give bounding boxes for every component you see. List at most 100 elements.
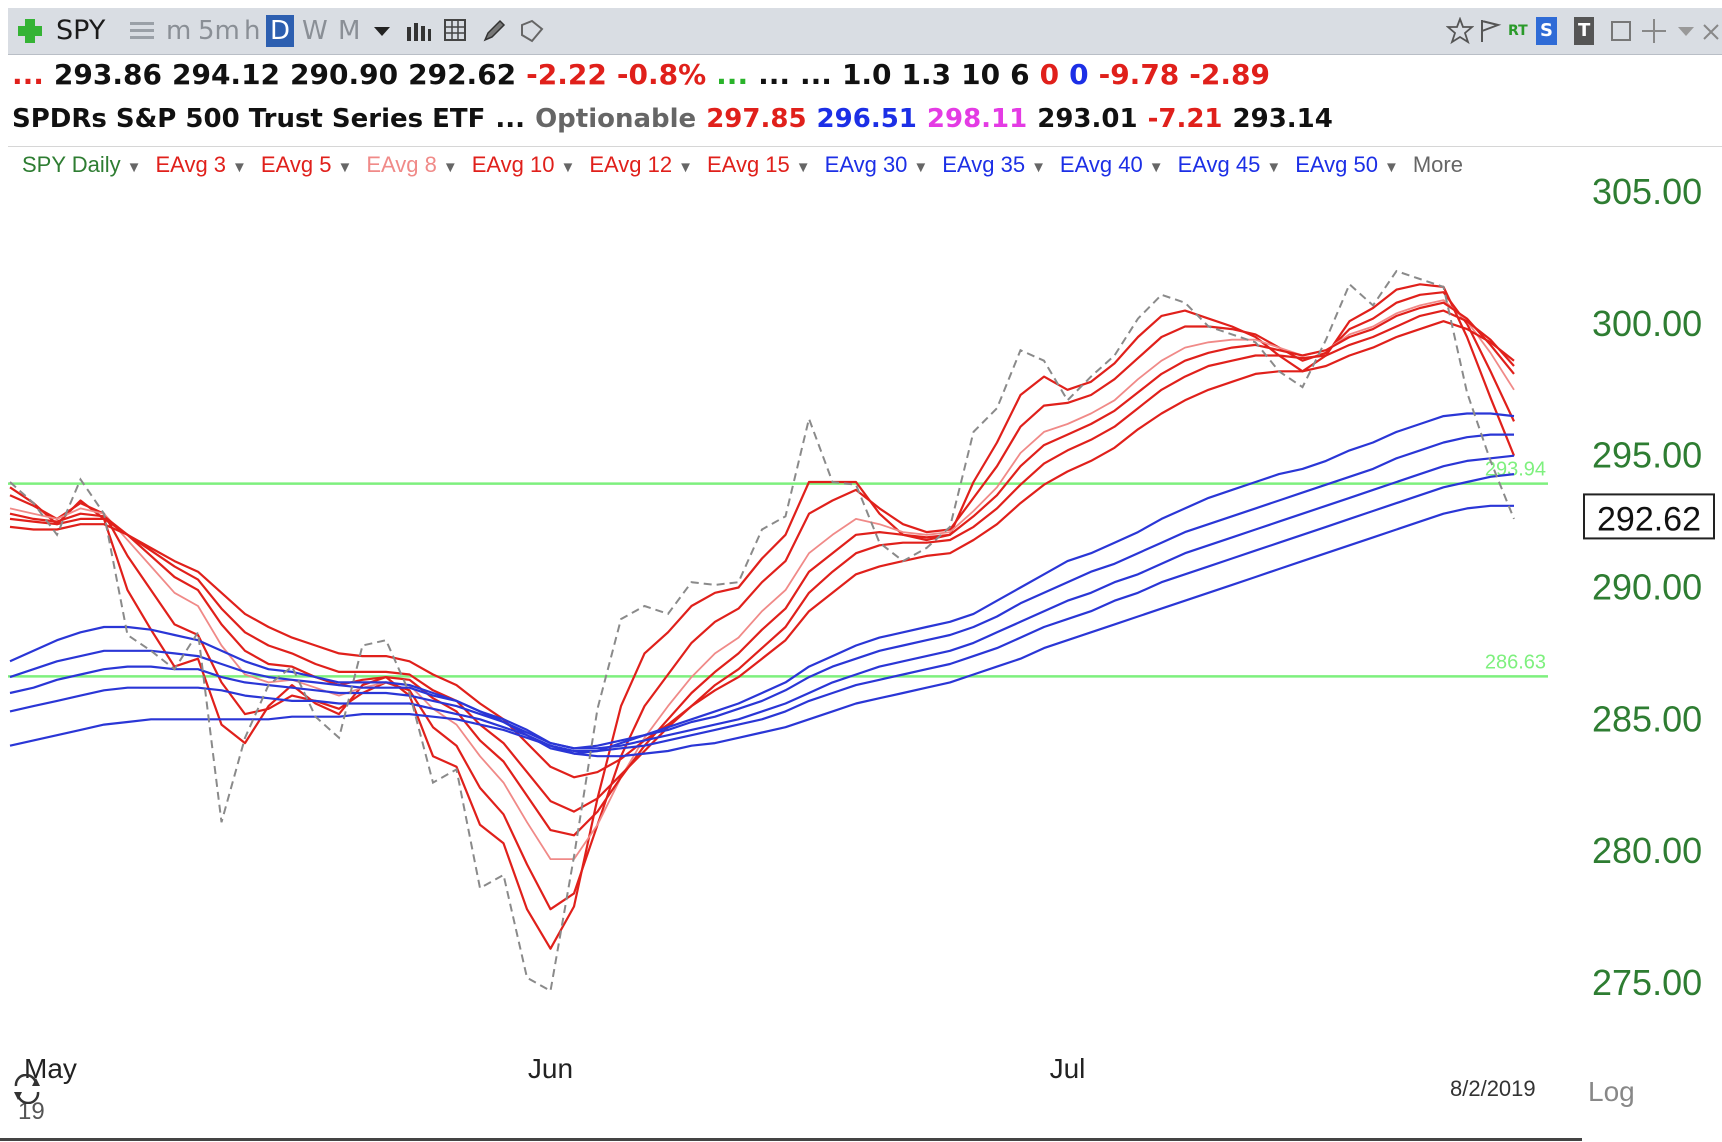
series-line-eavg-15: [9, 320, 1515, 779]
quote-field-4: 296.51: [816, 104, 917, 134]
series-line-eavg-12: [9, 309, 1515, 813]
log-scale-toggle[interactable]: Log: [1588, 1076, 1635, 1107]
legend-label: EAvg 50: [1295, 152, 1378, 177]
legend-item-eavg-15[interactable]: EAvg 15 ▼: [707, 152, 811, 178]
series-line-eavg-3: [9, 283, 1516, 950]
quote-value-6: -0.8%: [616, 58, 707, 91]
pencil-draw-icon[interactable]: [480, 17, 508, 45]
quote-value-13: 6: [1010, 58, 1030, 91]
chevron-down-icon[interactable]: ▼: [795, 159, 811, 176]
series-line-eavg-8: [9, 299, 1515, 860]
series-line-eavg-35: [9, 433, 1514, 750]
add-plus-icon[interactable]: [16, 17, 44, 45]
legend-item-eavg-50[interactable]: EAvg 50 ▼: [1295, 152, 1399, 178]
legend-item-eavg-45[interactable]: EAvg 45 ▼: [1178, 152, 1282, 178]
quote-value-7: ...: [716, 58, 749, 91]
period-weekly[interactable]: W: [302, 16, 328, 46]
realtime-badge[interactable]: RT: [1508, 23, 1528, 39]
legend-label: EAvg 40: [1059, 152, 1143, 177]
legend-label: EAvg 30: [824, 152, 908, 177]
list-icon[interactable]: [128, 17, 156, 45]
chevron-down-icon[interactable]: ▼: [913, 159, 929, 176]
legend-item-spy-daily[interactable]: SPY Daily ▼: [22, 152, 142, 178]
y-tick-label: 290.00: [1592, 567, 1702, 608]
period-hour[interactable]: h: [244, 16, 261, 46]
flag-icon[interactable]: [1476, 17, 1504, 45]
quote-value-2: 294.12: [171, 58, 281, 91]
legend-item-eavg-30[interactable]: EAvg 30 ▼: [825, 152, 929, 178]
quote-value-3: 290.90: [290, 58, 399, 91]
period-5-minute[interactable]: 5m: [198, 16, 240, 46]
quote-value-16: -9.78: [1098, 58, 1180, 91]
legend-label: More: [1412, 152, 1463, 177]
chart-date: 8/2/2019: [1450, 1076, 1536, 1101]
series-line-eavg-10: [9, 301, 1515, 837]
series-line-eavg-45: [9, 473, 1515, 753]
quote-value-5: -2.22: [526, 58, 607, 91]
period-daily[interactable]: D: [266, 15, 295, 47]
legend-label: EAvg 3: [155, 152, 227, 177]
chevron-down-icon[interactable]: ▼: [126, 159, 142, 176]
refresh-icon[interactable]: [12, 1073, 42, 1105]
quote-row-prices: ... 293.86 294.12 290.90 292.62 -2.22 -0.8%...…: [12, 58, 1280, 98]
chevron-down-icon[interactable]: ▼: [337, 159, 353, 176]
chevron-down-icon[interactable]: ▼: [560, 159, 576, 176]
chevron-down-icon[interactable]: ▼: [1383, 159, 1399, 176]
quote-field-7: -7.21: [1147, 104, 1223, 134]
tag-icon[interactable]: [518, 17, 546, 45]
legend-item-eavg-8[interactable]: EAvg 8 ▼: [366, 152, 457, 178]
quote-field-6: 293.01: [1037, 104, 1138, 134]
move-icon[interactable]: [1640, 17, 1668, 45]
window-restore-icon[interactable]: [1608, 17, 1636, 45]
indicator-legend: SPY Daily ▼ EAvg 3 ▼ EAvg 5 ▼ EAvg 8 ▼ EAvg 10 ▼ E…: [22, 152, 1477, 184]
bar-chart-icon[interactable]: [404, 17, 432, 45]
quote-value-12: 10: [961, 58, 1001, 91]
series-line-eavg-50: [9, 504, 1514, 758]
legend-item-eavg-40[interactable]: EAvg 40 ▼: [1060, 152, 1164, 178]
t-badge[interactable]: T: [1574, 17, 1595, 45]
legend-item-eavg-5[interactable]: EAvg 5 ▼: [261, 152, 352, 178]
chevron-down-icon[interactable]: ▼: [232, 159, 247, 176]
legend-item-eavg-35[interactable]: EAvg 35 ▼: [942, 152, 1046, 178]
header-divider: [8, 146, 1722, 147]
legend-label: SPY Daily: [22, 152, 121, 177]
quote-field-8: 293.14: [1232, 104, 1333, 134]
chevron-down-icon[interactable]: ▼: [1266, 159, 1282, 176]
s-badge[interactable]: S: [1536, 17, 1557, 45]
legend-label: EAvg 15: [707, 152, 790, 177]
legend-label: EAvg 12: [589, 152, 673, 177]
quote-field-0: SPDRs S&P 500 Trust Series ETF: [12, 104, 486, 134]
legend-item-eavg-10[interactable]: EAvg 10 ▼: [472, 152, 576, 178]
chevron-down-icon[interactable]: ▼: [1031, 159, 1046, 176]
chevron-down-icon-right[interactable]: [1672, 17, 1700, 45]
legend-label: EAvg 35: [942, 152, 1026, 177]
period-minute[interactable]: m: [166, 16, 192, 46]
bottom-border: [0, 1138, 1582, 1141]
close-icon[interactable]: [1700, 17, 1722, 45]
chevron-down-icon[interactable]: [368, 17, 396, 45]
legend-item-more[interactable]: More: [1413, 152, 1463, 178]
legend-label: EAvg 5: [260, 152, 332, 177]
quote-value-8: ...: [758, 58, 791, 91]
legend-label: EAvg 45: [1177, 152, 1261, 177]
y-tick-label: 285.00: [1592, 698, 1702, 739]
chevron-down-icon[interactable]: ▼: [678, 159, 693, 176]
quote-value-17: -2.89: [1189, 58, 1271, 91]
quote-row-description: SPDRs S&P 500 Trust Series ETF... Optiona…: [12, 104, 1343, 144]
symbol-field[interactable]: SPY: [56, 15, 106, 46]
price-line: [9, 269, 1515, 993]
quote-value-0: ...: [12, 58, 44, 91]
chevron-down-icon[interactable]: ▼: [442, 159, 458, 176]
series-line-eavg-5: [9, 291, 1515, 911]
last-price-box: [1583, 493, 1715, 540]
legend-item-eavg-3[interactable]: EAvg 3 ▼: [156, 152, 247, 178]
grid-settings-icon[interactable]: [442, 17, 470, 45]
y-tick-label: 305.00: [1592, 171, 1702, 212]
chevron-down-icon[interactable]: ▼: [1148, 159, 1164, 176]
quote-field-2: Optionable: [535, 104, 697, 134]
legend-item-eavg-12[interactable]: EAvg 12 ▼: [589, 152, 693, 178]
star-icon[interactable]: [1445, 16, 1475, 45]
period-monthly[interactable]: M: [338, 16, 361, 46]
x-tick-label: Jul: [1050, 1053, 1086, 1084]
